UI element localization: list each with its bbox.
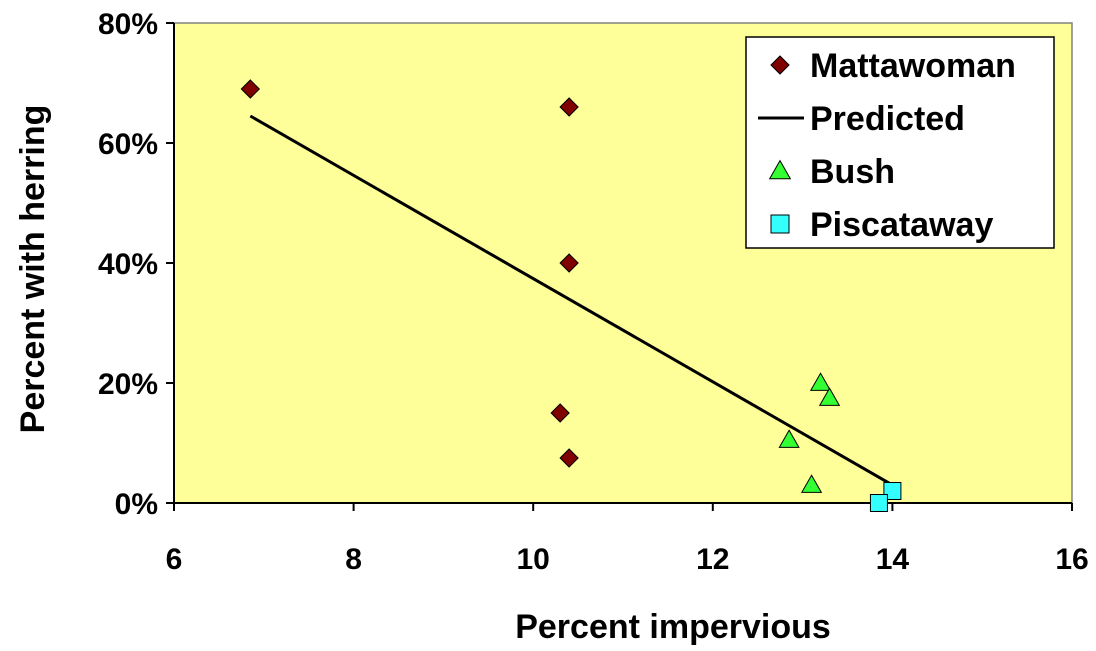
data-point-bush	[809, 372, 832, 391]
x-tick-label: 12	[696, 543, 729, 576]
legend-swatch-bush	[768, 159, 792, 180]
data-point-mattawoman	[240, 79, 261, 99]
y-tick-label: 60%	[98, 128, 158, 161]
legend-label-mattawoman: Mattawoman	[810, 47, 1016, 85]
legend-label-piscataway: Piscataway	[810, 206, 993, 244]
data-point-bush	[778, 429, 800, 448]
y-tick-label: 20%	[98, 368, 158, 401]
x-tick-label: 8	[345, 543, 362, 576]
legend-box	[745, 36, 1055, 249]
x-tick-label: 10	[517, 543, 550, 576]
data-point-bush	[818, 387, 841, 406]
y-tick-label: 0%	[115, 488, 158, 521]
legend-swatch-mattawoman	[770, 55, 790, 75]
data-point-mattawoman	[559, 97, 579, 117]
legend-label-predicted: Predicted	[810, 100, 965, 138]
data-point-piscataway	[883, 482, 902, 500]
data-point-mattawoman	[550, 403, 570, 423]
series-line-predicted	[249, 114, 894, 487]
y-axis-title: Percent with herring	[14, 105, 52, 434]
x-tick-label: 14	[876, 543, 910, 576]
data-point-piscataway	[869, 494, 888, 512]
x-tick-label: 6	[166, 543, 183, 576]
data-point-bush	[800, 474, 823, 493]
data-point-mattawoman	[559, 253, 579, 273]
data-point-mattawoman	[559, 448, 579, 468]
y-tick-label: 40%	[98, 248, 158, 281]
x-axis-title: Percent impervious	[515, 608, 831, 646]
legend-swatch-piscataway	[770, 214, 790, 234]
x-tick-label: 16	[1055, 543, 1088, 576]
legend-label-bush: Bush	[810, 153, 895, 191]
y-tick-label: 80%	[98, 8, 158, 41]
